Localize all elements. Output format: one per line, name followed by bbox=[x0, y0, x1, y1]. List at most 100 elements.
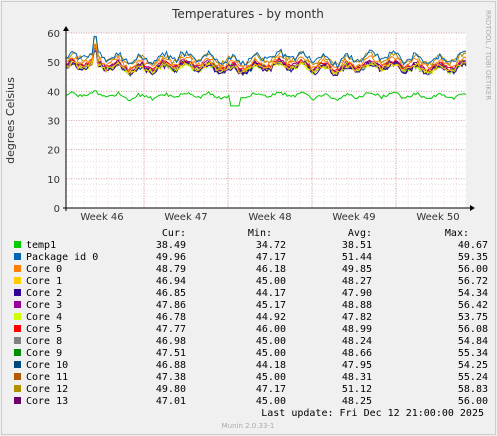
legend-cur-value: 47.77 bbox=[156, 324, 186, 335]
legend-series-name: Core 12 bbox=[26, 384, 68, 395]
legend-item: Core 9 47.51 45.00 48.66 55.34 bbox=[14, 348, 488, 359]
munin-version-text: Munin 2.0.33-1 bbox=[222, 422, 275, 430]
legend-max-value: 54.84 bbox=[458, 336, 488, 347]
legend-series-name: Core 8 bbox=[26, 336, 62, 347]
legend-swatch bbox=[14, 325, 21, 332]
legend-item: Core 13 47.01 45.00 48.25 56.00 bbox=[14, 396, 488, 407]
series-line-core-1 bbox=[65, 43, 467, 76]
legend-avg-value: 51.44 bbox=[342, 252, 372, 263]
legend-cur-value: 47.01 bbox=[156, 396, 186, 407]
legend-min-value: 46.00 bbox=[256, 324, 286, 335]
legend-header-cur: Cur: bbox=[162, 228, 186, 239]
legend-cur-value: 46.94 bbox=[156, 276, 186, 287]
legend-max-value: 56.08 bbox=[458, 324, 488, 335]
x-tick-label: Week 47 bbox=[164, 212, 207, 223]
legend-item: Core 1 46.94 45.00 48.27 56.72 bbox=[14, 276, 488, 287]
legend-cur-value: 47.51 bbox=[156, 348, 186, 359]
legend-min-value: 44.17 bbox=[256, 288, 286, 299]
legend-max-value: 56.42 bbox=[458, 300, 488, 311]
legend-max-value: 55.34 bbox=[458, 348, 488, 359]
y-tick-label: 20 bbox=[47, 146, 60, 157]
legend-swatch bbox=[14, 253, 21, 260]
legend-avg-value: 47.90 bbox=[342, 288, 372, 299]
legend-max-value: 53.75 bbox=[458, 312, 488, 323]
legend-swatch bbox=[14, 385, 21, 392]
legend-header-min: Min: bbox=[248, 228, 272, 239]
legend-cur-value: 47.86 bbox=[156, 300, 186, 311]
legend-max-value: 56.72 bbox=[458, 276, 488, 287]
legend-min-value: 46.18 bbox=[256, 264, 286, 275]
legend-max-value: 56.00 bbox=[458, 396, 488, 407]
legend-avg-value: 47.82 bbox=[342, 312, 372, 323]
legend-min-value: 34.72 bbox=[256, 240, 286, 251]
legend-series-name: Core 3 bbox=[26, 300, 62, 311]
y-tick-label: 60 bbox=[47, 29, 60, 40]
x-tick-label: Week 50 bbox=[416, 212, 459, 223]
series-line-temp1 bbox=[65, 90, 467, 107]
legend-series-name: Core 5 bbox=[26, 324, 62, 335]
legend-min-value: 45.00 bbox=[256, 276, 286, 287]
legend-max-value: 58.83 bbox=[458, 384, 488, 395]
legend-cur-value: 49.80 bbox=[156, 384, 186, 395]
legend-cur-value: 46.78 bbox=[156, 312, 186, 323]
legend-min-value: 44.18 bbox=[256, 360, 286, 371]
legend-item: Core 11 47.38 45.00 48.31 55.24 bbox=[14, 372, 488, 383]
legend-avg-value: 48.66 bbox=[342, 348, 372, 359]
legend-item: Core 12 49.80 47.17 51.12 58.83 bbox=[14, 384, 488, 395]
legend-series-name: Core 11 bbox=[26, 372, 68, 383]
legend-swatch bbox=[14, 289, 21, 296]
y-tick-label: 0 bbox=[54, 204, 60, 215]
legend-series-name: Core 4 bbox=[26, 312, 62, 323]
series-line-core-2 bbox=[65, 50, 467, 77]
legend-series-name: Core 10 bbox=[26, 360, 68, 371]
legend-series-name: temp1 bbox=[26, 240, 56, 251]
legend-max-value: 54.34 bbox=[458, 288, 488, 299]
legend-series-name: Package id 0 bbox=[26, 252, 98, 263]
legend-max-value: 40.67 bbox=[458, 240, 488, 251]
legend-max-value: 54.25 bbox=[458, 360, 488, 371]
legend-swatch bbox=[14, 277, 21, 284]
rrdtool-watermark: RRDTOOL / TOBI OETIKER bbox=[484, 10, 492, 100]
legend-series-name: Core 0 bbox=[26, 264, 62, 275]
series-line-core-12 bbox=[65, 37, 467, 68]
y-tick-label: 40 bbox=[47, 87, 60, 98]
legend-item: temp1 38.49 34.72 38.51 40.67 bbox=[14, 240, 488, 251]
legend-cur-value: 48.79 bbox=[156, 264, 186, 275]
legend-min-value: 47.17 bbox=[256, 384, 286, 395]
legend-avg-value: 48.99 bbox=[342, 324, 372, 335]
legend-swatch bbox=[14, 337, 21, 344]
x-tick-label: Week 48 bbox=[248, 212, 291, 223]
legend-avg-value: 48.31 bbox=[342, 372, 372, 383]
legend-avg-value: 38.51 bbox=[342, 240, 372, 251]
legend-swatch bbox=[14, 313, 21, 320]
legend-cur-value: 46.85 bbox=[156, 288, 186, 299]
legend-max-value: 55.24 bbox=[458, 372, 488, 383]
legend-item: Core 8 46.98 45.00 48.24 54.84 bbox=[14, 336, 488, 347]
legend-series-name: Core 2 bbox=[26, 288, 62, 299]
series-line-package-id-0 bbox=[65, 35, 467, 70]
legend-min-value: 45.17 bbox=[256, 300, 286, 311]
legend-swatch bbox=[14, 349, 21, 356]
x-tick-label: Week 49 bbox=[332, 212, 375, 223]
legend-avg-value: 51.12 bbox=[342, 384, 372, 395]
series-line-core-3 bbox=[65, 44, 467, 74]
x-tick-label: Week 46 bbox=[80, 212, 123, 223]
legend-avg-value: 49.85 bbox=[342, 264, 372, 275]
series-line-core-0 bbox=[65, 45, 467, 73]
legend-max-value: 56.00 bbox=[458, 264, 488, 275]
last-update-text: Last update: Fri Dec 12 21:00:00 2025 bbox=[261, 408, 484, 419]
legend-min-value: 45.00 bbox=[256, 372, 286, 383]
legend-item: Core 10 46.88 44.18 47.95 54.25 bbox=[14, 360, 488, 371]
legend-min-value: 45.00 bbox=[256, 336, 286, 347]
y-tick-label: 50 bbox=[47, 58, 60, 69]
legend-item: Core 4 46.78 44.92 47.82 53.75 bbox=[14, 312, 488, 323]
legend-header-avg: Avg: bbox=[348, 228, 372, 239]
legend-avg-value: 48.25 bbox=[342, 396, 372, 407]
legend-swatch bbox=[14, 265, 21, 272]
legend-header-max: Max: bbox=[445, 228, 469, 239]
legend-max-value: 59.35 bbox=[458, 252, 488, 263]
legend-item: Core 2 46.85 44.17 47.90 54.34 bbox=[14, 288, 488, 299]
legend-swatch bbox=[14, 361, 21, 368]
legend-avg-value: 48.88 bbox=[342, 300, 372, 311]
